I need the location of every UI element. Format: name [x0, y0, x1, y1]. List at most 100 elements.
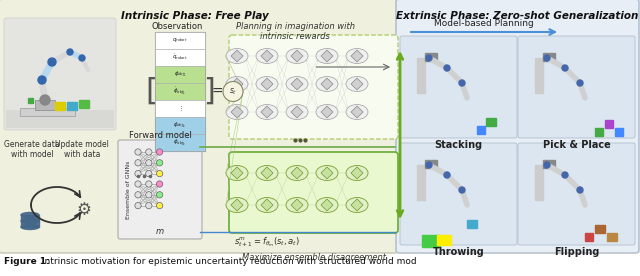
Text: Figure 1:: Figure 1: [4, 258, 50, 267]
Text: $m$: $m$ [156, 227, 164, 235]
Text: Update model
with data: Update model with data [55, 140, 109, 160]
Bar [425, 160, 437, 168]
Bar [543, 160, 555, 168]
Bar [21, 215, 39, 221]
Circle shape [577, 80, 583, 86]
Text: $\phi_{obj_k}$: $\phi_{obj_k}$ [173, 120, 187, 131]
FancyBboxPatch shape [229, 35, 398, 139]
Text: Flipping: Flipping [554, 247, 599, 257]
FancyBboxPatch shape [400, 36, 517, 138]
Bar [21, 221, 39, 227]
Ellipse shape [256, 76, 278, 92]
FancyBboxPatch shape [35, 100, 55, 110]
Ellipse shape [346, 49, 368, 63]
Polygon shape [351, 78, 363, 90]
Circle shape [156, 149, 163, 155]
FancyBboxPatch shape [0, 0, 398, 253]
Bar [595, 225, 605, 233]
Polygon shape [291, 167, 303, 179]
Text: [: [ [145, 77, 157, 106]
Bar [55, 102, 65, 110]
Text: Ensemble of GNNs: Ensemble of GNNs [125, 160, 131, 219]
Polygon shape [261, 78, 273, 90]
Circle shape [444, 172, 450, 178]
Bar [67, 102, 77, 110]
FancyBboxPatch shape [155, 49, 205, 66]
Circle shape [38, 76, 46, 84]
Text: $s_t$: $s_t$ [229, 86, 237, 97]
FancyBboxPatch shape [6, 110, 114, 128]
Polygon shape [231, 199, 243, 211]
Ellipse shape [286, 105, 308, 120]
Circle shape [135, 181, 141, 187]
Ellipse shape [346, 76, 368, 92]
Polygon shape [321, 167, 333, 179]
FancyBboxPatch shape [518, 36, 635, 138]
Polygon shape [351, 167, 363, 179]
Text: $\dot{q}_{robot}$: $\dot{q}_{robot}$ [172, 53, 188, 62]
Text: $q_{robot}$: $q_{robot}$ [172, 36, 188, 44]
Text: Observation: Observation [151, 22, 203, 31]
Text: Extrinsic Phase: Zero-shot Generalization: Extrinsic Phase: Zero-shot Generalizatio… [396, 11, 638, 21]
Polygon shape [291, 199, 303, 211]
Circle shape [146, 203, 152, 209]
Ellipse shape [226, 105, 248, 120]
Polygon shape [321, 50, 333, 62]
Text: ⚙: ⚙ [77, 201, 92, 219]
Circle shape [135, 149, 141, 155]
Bar [425, 53, 437, 61]
Bar [607, 233, 617, 241]
FancyBboxPatch shape [20, 108, 75, 116]
Bar [28, 98, 33, 103]
Circle shape [577, 187, 583, 193]
Bar [417, 165, 425, 200]
Bar [595, 128, 603, 136]
Bar [605, 120, 613, 128]
Polygon shape [261, 106, 273, 118]
Text: $\dot{\phi}_{obj_k}$: $\dot{\phi}_{obj_k}$ [173, 137, 187, 148]
Ellipse shape [316, 166, 338, 181]
Polygon shape [231, 167, 243, 179]
Circle shape [146, 192, 152, 198]
Text: $\vdots$: $\vdots$ [177, 104, 182, 113]
Circle shape [135, 160, 141, 166]
Bar [543, 53, 555, 61]
Bar [535, 165, 543, 200]
Bar [477, 126, 485, 134]
Circle shape [426, 162, 432, 168]
Circle shape [444, 65, 450, 71]
FancyBboxPatch shape [396, 0, 639, 253]
Circle shape [146, 149, 152, 155]
Text: ]: ] [203, 77, 215, 106]
FancyBboxPatch shape [155, 134, 205, 151]
Polygon shape [261, 199, 273, 211]
Ellipse shape [286, 198, 308, 213]
Polygon shape [321, 78, 333, 90]
Circle shape [459, 80, 465, 86]
Ellipse shape [256, 105, 278, 120]
Ellipse shape [226, 76, 248, 92]
Circle shape [156, 181, 163, 187]
Ellipse shape [316, 76, 338, 92]
Bar [486, 118, 496, 126]
Ellipse shape [346, 105, 368, 120]
Bar [417, 58, 425, 93]
Polygon shape [291, 106, 303, 118]
Ellipse shape [316, 198, 338, 213]
Text: $s^m_{t+1} = f_{\theta_m}(s_t, a_t)$: $s^m_{t+1} = f_{\theta_m}(s_t, a_t)$ [234, 235, 300, 249]
Text: Pick & Place: Pick & Place [543, 140, 611, 150]
Circle shape [156, 203, 163, 209]
Circle shape [544, 55, 550, 61]
Ellipse shape [226, 49, 248, 63]
FancyBboxPatch shape [155, 83, 205, 100]
Circle shape [67, 49, 73, 55]
Text: Forward model: Forward model [129, 131, 191, 140]
Ellipse shape [21, 219, 39, 224]
Bar [535, 58, 543, 93]
Ellipse shape [256, 49, 278, 63]
Ellipse shape [256, 166, 278, 181]
Circle shape [135, 203, 141, 209]
FancyBboxPatch shape [518, 143, 635, 245]
Text: Planning in imagination with
intrinsic rewards: Planning in imagination with intrinsic r… [236, 22, 355, 41]
Circle shape [459, 187, 465, 193]
